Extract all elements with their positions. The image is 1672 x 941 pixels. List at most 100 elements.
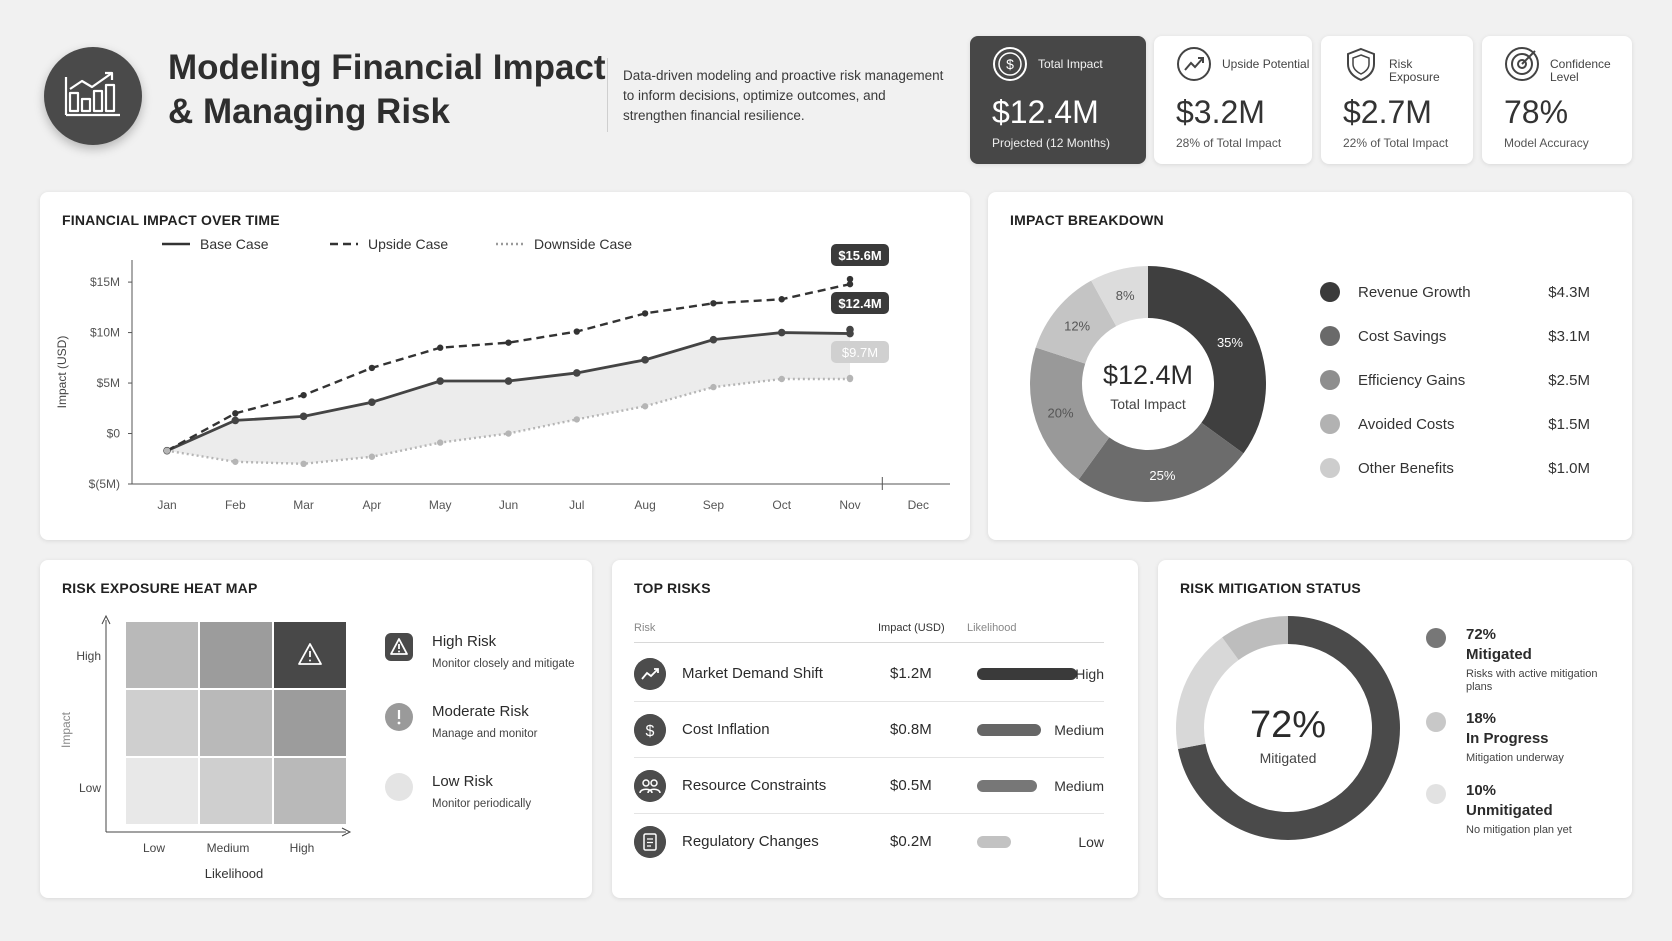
financial-impact-card: FINANCIAL IMPACT OVER TIME Base Case Upsi… (40, 192, 970, 540)
breakdown-title: IMPACT BREAKDOWN (1010, 212, 1164, 228)
data-point (778, 375, 785, 383)
legend-dot (1426, 712, 1446, 732)
mitigation-title: RISK MITIGATION STATUS (1180, 580, 1361, 596)
exclamation-circle-icon (385, 703, 413, 731)
heatmap-x-arrow (341, 827, 352, 837)
legend-dot (1320, 370, 1340, 390)
likelihood-bar (977, 836, 1011, 848)
mitigation-center-label: Mitigated (1259, 750, 1317, 766)
donut-slice-efficiency-gains (1030, 347, 1110, 480)
heat-legend-name: High Risk (432, 633, 497, 650)
mitigation-center-value: 72% (1249, 704, 1327, 746)
y-axis-label: Impact (USD) (55, 336, 69, 409)
dollar-circle-icon: $ (993, 47, 1027, 81)
dollar-icon: $ (634, 714, 666, 746)
header-divider (607, 58, 608, 132)
low-risk-dot-icon (385, 773, 413, 801)
mitigation-desc: Risks with active mitigation plans (1466, 668, 1598, 693)
risk-likelihood: Low (1078, 834, 1104, 850)
heat-legend-high: High Risk Monitor closely and mitigate (384, 632, 584, 682)
heat-legend-moderate: Moderate Risk Manage and monitor (384, 702, 584, 752)
x-tick-label: Apr (363, 498, 382, 512)
mitigation-status: In Progress (1466, 730, 1549, 747)
warning-mark-dot (309, 659, 311, 662)
data-point (299, 412, 308, 421)
legend-amount: $3.1M (1548, 328, 1590, 345)
page-subtitle: Data-driven modeling and proactive risk … (623, 68, 944, 123)
x-tick-label: Oct (772, 498, 791, 512)
mitigation-slice-unmitigated (1222, 616, 1288, 661)
donut-slice-label: 35% (1217, 335, 1243, 350)
mitigation-pct: 18% (1466, 710, 1497, 727)
legend-dot (1320, 326, 1340, 346)
mitigation-desc: Mitigation underway (1466, 752, 1564, 764)
kpi-card-upside-potential[interactable]: Upside Potential $3.2M 28% of Total Impa… (1154, 36, 1312, 164)
kpi-subtext: Model Accuracy (1504, 136, 1589, 150)
shield-icon (1347, 47, 1375, 82)
risk-name: Resource Constraints (682, 777, 827, 794)
donut-slice-cost-savings (1078, 422, 1244, 502)
mitigation-pct: 10% (1466, 782, 1497, 799)
heatmap-cell (200, 758, 272, 824)
heatmap-cell (274, 758, 346, 824)
donut-center-label: Total Impact (1110, 396, 1186, 412)
heatmap-cell (126, 758, 198, 824)
kpi-value: 78% (1504, 94, 1569, 130)
logo (44, 47, 142, 145)
legend-name: Efficiency Gains (1358, 372, 1466, 389)
breakdown-legend-item: Other Benefits $1.0M (1320, 456, 1590, 480)
legend-dot (1320, 414, 1340, 434)
x-tick-label: Mar (293, 498, 314, 512)
y-tick-label: $10M (90, 326, 120, 340)
donut-slice-label: 20% (1047, 405, 1073, 420)
data-point (710, 383, 717, 391)
kpi-card-confidence-level[interactable]: Confidence Level 78% Model Accuracy (1482, 36, 1632, 164)
risk-name: Market Demand Shift (682, 665, 823, 682)
legend-dot (1320, 458, 1340, 478)
x-tick-label: May (429, 498, 452, 512)
risk-mitigation-card: RISK MITIGATION STATUS 72% Mitigated 72%… (1158, 560, 1632, 898)
data-point (846, 275, 854, 283)
table-row[interactable]: Market Demand Shift $1.2M High (634, 646, 1104, 702)
data-point (368, 453, 376, 460)
top-risks-card: TOP RISKS Risk Impact (USD) Likelihood M… (612, 560, 1138, 898)
breakdown-legend-item: Efficiency Gains $2.5M (1320, 368, 1590, 392)
series-line-base-case (166, 329, 852, 452)
heatmap-cell (126, 622, 198, 688)
breakdown-legend-item: Avoided Costs $1.5M (1320, 412, 1590, 436)
data-point (368, 398, 376, 407)
donut-slice-label: 12% (1064, 318, 1090, 333)
x-tick-label: Jul (569, 498, 584, 512)
data-point (163, 447, 171, 454)
kpi-card-risk-exposure[interactable]: Risk Exposure $2.7M 22% of Total Impact (1321, 36, 1473, 164)
data-point (710, 300, 717, 307)
table-row[interactable]: Resource Constraints $0.5M Medium (634, 758, 1104, 814)
donut-slice-label: 25% (1149, 468, 1175, 483)
heatmap-cell (200, 690, 272, 756)
legend-dot (1426, 628, 1446, 648)
kpi-card-total-impact[interactable]: $ Total Impact $12.4M Projected (12 Mont… (970, 36, 1146, 164)
kpi-label: Total Impact (1038, 57, 1103, 71)
legend-name: Revenue Growth (1358, 284, 1471, 301)
data-point (846, 280, 854, 288)
risk-impact: $0.8M (890, 721, 932, 738)
mitigation-desc: No mitigation plan yet (1466, 824, 1572, 836)
kpi-label: Upside Potential (1222, 57, 1310, 71)
data-point (300, 391, 307, 399)
x-tick-label: Jan (157, 498, 176, 512)
page-title: Modeling Financial Impact & Managing Ris… (168, 46, 608, 134)
data-point (709, 335, 718, 344)
table-row[interactable]: Regulatory Changes $0.2M Low (634, 814, 1104, 870)
heat-legend-desc: Monitor periodically (432, 798, 532, 810)
legend-label: Downside Case (534, 236, 632, 252)
data-point (437, 439, 444, 446)
legend-dot (1320, 282, 1340, 302)
top-risks-title: TOP RISKS (634, 580, 711, 596)
kpi-label: Risk Exposure (1389, 57, 1440, 84)
series-line-upside-case (166, 279, 852, 452)
likelihood-bar (977, 780, 1037, 792)
data-point (437, 344, 444, 351)
people-icon (634, 770, 666, 802)
kpi-value: $12.4M (992, 94, 1099, 130)
table-row[interactable]: $ Cost Inflation $0.8M Medium (634, 702, 1104, 758)
